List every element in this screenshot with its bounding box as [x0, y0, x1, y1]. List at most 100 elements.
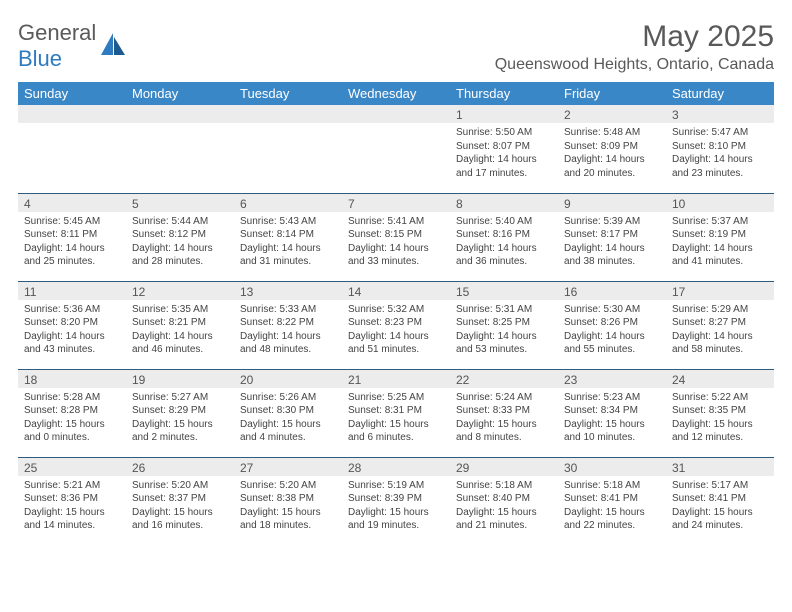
- sunrise-text: Sunrise: 5:19 AM: [348, 479, 444, 493]
- calendar-page: General Blue May 2025 Queenswood Heights…: [0, 0, 792, 555]
- sunset-text: Sunset: 8:17 PM: [564, 228, 660, 242]
- sunrise-text: Sunrise: 5:40 AM: [456, 215, 552, 229]
- daylight-text: Daylight: 14 hours and 43 minutes.: [24, 330, 120, 357]
- day-number: 23: [558, 370, 666, 388]
- calendar-week-row: 18Sunrise: 5:28 AMSunset: 8:28 PMDayligh…: [18, 369, 774, 457]
- day-number: 21: [342, 370, 450, 388]
- day-number: [18, 105, 126, 123]
- sunrise-text: Sunrise: 5:45 AM: [24, 215, 120, 229]
- daylight-text: Daylight: 15 hours and 24 minutes.: [672, 506, 768, 533]
- daylight-text: Daylight: 15 hours and 19 minutes.: [348, 506, 444, 533]
- day-details: Sunrise: 5:18 AMSunset: 8:41 PMDaylight:…: [558, 476, 666, 537]
- calendar-day-cell: 16Sunrise: 5:30 AMSunset: 8:26 PMDayligh…: [558, 281, 666, 369]
- calendar-day-cell: 21Sunrise: 5:25 AMSunset: 8:31 PMDayligh…: [342, 369, 450, 457]
- daylight-text: Daylight: 14 hours and 31 minutes.: [240, 242, 336, 269]
- sunset-text: Sunset: 8:07 PM: [456, 140, 552, 154]
- sunrise-text: Sunrise: 5:21 AM: [24, 479, 120, 493]
- day-details: Sunrise: 5:40 AMSunset: 8:16 PMDaylight:…: [450, 212, 558, 273]
- sunset-text: Sunset: 8:27 PM: [672, 316, 768, 330]
- sunset-text: Sunset: 8:31 PM: [348, 404, 444, 418]
- day-number: 26: [126, 458, 234, 476]
- weekday-header: Wednesday: [342, 82, 450, 105]
- sunrise-text: Sunrise: 5:24 AM: [456, 391, 552, 405]
- day-details: Sunrise: 5:20 AMSunset: 8:38 PMDaylight:…: [234, 476, 342, 537]
- daylight-text: Daylight: 14 hours and 28 minutes.: [132, 242, 228, 269]
- page-header: General Blue May 2025 Queenswood Heights…: [18, 20, 774, 74]
- sunrise-text: Sunrise: 5:20 AM: [132, 479, 228, 493]
- day-details: Sunrise: 5:20 AMSunset: 8:37 PMDaylight:…: [126, 476, 234, 537]
- calendar-week-row: 4Sunrise: 5:45 AMSunset: 8:11 PMDaylight…: [18, 193, 774, 281]
- sunset-text: Sunset: 8:38 PM: [240, 492, 336, 506]
- calendar-day-cell: 7Sunrise: 5:41 AMSunset: 8:15 PMDaylight…: [342, 193, 450, 281]
- sunrise-text: Sunrise: 5:43 AM: [240, 215, 336, 229]
- daylight-text: Daylight: 14 hours and 55 minutes.: [564, 330, 660, 357]
- sunrise-text: Sunrise: 5:25 AM: [348, 391, 444, 405]
- daylight-text: Daylight: 14 hours and 48 minutes.: [240, 330, 336, 357]
- day-number: 27: [234, 458, 342, 476]
- day-number: 7: [342, 194, 450, 212]
- calendar-day-cell: 15Sunrise: 5:31 AMSunset: 8:25 PMDayligh…: [450, 281, 558, 369]
- daylight-text: Daylight: 14 hours and 17 minutes.: [456, 153, 552, 180]
- calendar-day-cell: 26Sunrise: 5:20 AMSunset: 8:37 PMDayligh…: [126, 457, 234, 545]
- calendar-day-cell: 27Sunrise: 5:20 AMSunset: 8:38 PMDayligh…: [234, 457, 342, 545]
- day-details: Sunrise: 5:27 AMSunset: 8:29 PMDaylight:…: [126, 388, 234, 449]
- day-details: Sunrise: 5:17 AMSunset: 8:41 PMDaylight:…: [666, 476, 774, 537]
- calendar-day-cell: 3Sunrise: 5:47 AMSunset: 8:10 PMDaylight…: [666, 105, 774, 193]
- day-number: 18: [18, 370, 126, 388]
- day-details: Sunrise: 5:50 AMSunset: 8:07 PMDaylight:…: [450, 123, 558, 184]
- day-number: [342, 105, 450, 123]
- daylight-text: Daylight: 15 hours and 4 minutes.: [240, 418, 336, 445]
- weekday-header: Thursday: [450, 82, 558, 105]
- daylight-text: Daylight: 14 hours and 38 minutes.: [564, 242, 660, 269]
- sunrise-text: Sunrise: 5:29 AM: [672, 303, 768, 317]
- daylight-text: Daylight: 14 hours and 36 minutes.: [456, 242, 552, 269]
- sunset-text: Sunset: 8:37 PM: [132, 492, 228, 506]
- day-details: Sunrise: 5:44 AMSunset: 8:12 PMDaylight:…: [126, 212, 234, 273]
- sunset-text: Sunset: 8:20 PM: [24, 316, 120, 330]
- day-number: 5: [126, 194, 234, 212]
- sunset-text: Sunset: 8:22 PM: [240, 316, 336, 330]
- sunset-text: Sunset: 8:09 PM: [564, 140, 660, 154]
- daylight-text: Daylight: 15 hours and 12 minutes.: [672, 418, 768, 445]
- day-details: Sunrise: 5:32 AMSunset: 8:23 PMDaylight:…: [342, 300, 450, 361]
- sunset-text: Sunset: 8:35 PM: [672, 404, 768, 418]
- calendar-day-cell: 20Sunrise: 5:26 AMSunset: 8:30 PMDayligh…: [234, 369, 342, 457]
- day-details: Sunrise: 5:45 AMSunset: 8:11 PMDaylight:…: [18, 212, 126, 273]
- day-details: Sunrise: 5:24 AMSunset: 8:33 PMDaylight:…: [450, 388, 558, 449]
- calendar-day-cell: 19Sunrise: 5:27 AMSunset: 8:29 PMDayligh…: [126, 369, 234, 457]
- day-number: 11: [18, 282, 126, 300]
- sunrise-text: Sunrise: 5:30 AM: [564, 303, 660, 317]
- sail-icon: [99, 31, 127, 62]
- sunrise-text: Sunrise: 5:35 AM: [132, 303, 228, 317]
- sunset-text: Sunset: 8:14 PM: [240, 228, 336, 242]
- calendar-day-cell: 11Sunrise: 5:36 AMSunset: 8:20 PMDayligh…: [18, 281, 126, 369]
- daylight-text: Daylight: 15 hours and 16 minutes.: [132, 506, 228, 533]
- daylight-text: Daylight: 15 hours and 22 minutes.: [564, 506, 660, 533]
- day-number: 31: [666, 458, 774, 476]
- calendar-day-cell: 25Sunrise: 5:21 AMSunset: 8:36 PMDayligh…: [18, 457, 126, 545]
- sunrise-text: Sunrise: 5:28 AM: [24, 391, 120, 405]
- day-number: 8: [450, 194, 558, 212]
- calendar-day-cell: 6 Sunrise: 5:43 AMSunset: 8:14 PMDaylight…: [234, 193, 342, 281]
- daylight-text: Daylight: 14 hours and 33 minutes.: [348, 242, 444, 269]
- day-number: 16: [558, 282, 666, 300]
- day-number: [234, 105, 342, 123]
- day-details: Sunrise: 5:25 AMSunset: 8:31 PMDaylight:…: [342, 388, 450, 449]
- day-details: Sunrise: 5:29 AMSunset: 8:27 PMDaylight:…: [666, 300, 774, 361]
- sunset-text: Sunset: 8:12 PM: [132, 228, 228, 242]
- sunset-text: Sunset: 8:19 PM: [672, 228, 768, 242]
- day-number: 28: [342, 458, 450, 476]
- weekday-header-row: Sunday Monday Tuesday Wednesday Thursday…: [18, 82, 774, 105]
- sunrise-text: Sunrise: 5:17 AM: [672, 479, 768, 493]
- day-number: 6: [234, 194, 342, 212]
- sunset-text: Sunset: 8:39 PM: [348, 492, 444, 506]
- sunrise-text: Sunrise: 5:39 AM: [564, 215, 660, 229]
- sunrise-text: Sunrise: 5:27 AM: [132, 391, 228, 405]
- day-number: 30: [558, 458, 666, 476]
- day-number: 22: [450, 370, 558, 388]
- calendar-week-row: 11Sunrise: 5:36 AMSunset: 8:20 PMDayligh…: [18, 281, 774, 369]
- daylight-text: Daylight: 15 hours and 21 minutes.: [456, 506, 552, 533]
- sunset-text: Sunset: 8:30 PM: [240, 404, 336, 418]
- weekday-header: Friday: [558, 82, 666, 105]
- day-number: 14: [342, 282, 450, 300]
